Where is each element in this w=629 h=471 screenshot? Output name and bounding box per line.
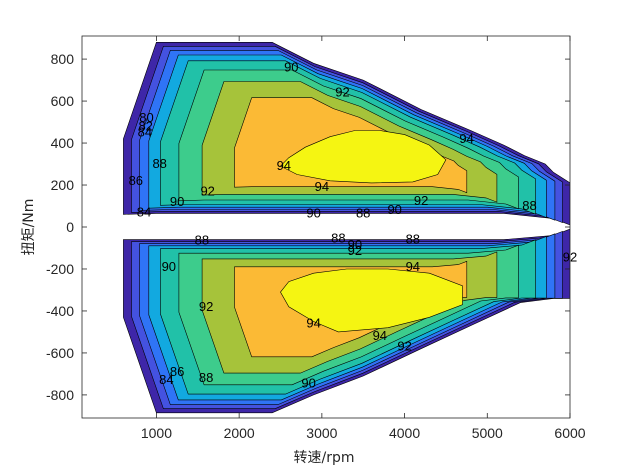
contour-label-10: 88: [152, 156, 166, 171]
contour-label-18: 88: [195, 233, 209, 248]
contour-label-21: 88: [406, 232, 420, 247]
y-tick-label: 600: [51, 93, 75, 109]
contour-label-27: 94: [373, 328, 387, 343]
contour-label-3: 94: [277, 158, 291, 173]
x-tick-label: 1000: [141, 425, 172, 441]
contour-label-26: 94: [306, 316, 320, 331]
contour-label-15: 84: [137, 204, 151, 219]
contour-label-28: 92: [397, 339, 411, 354]
x-tick-label: 4000: [389, 425, 420, 441]
contour-label-0: 90: [284, 60, 298, 75]
contour-label-4: 94: [315, 179, 329, 194]
y-tick-label: -400: [46, 303, 74, 319]
x-tick-label: 3000: [306, 425, 337, 441]
contour-label-20: 90: [348, 237, 362, 252]
contour-label-32: 90: [301, 375, 315, 390]
contour-label-11: 86: [129, 173, 143, 188]
contour-label-13: 82: [138, 118, 152, 133]
contour-label-31: 84: [159, 372, 173, 387]
contour-label-14: 80: [139, 110, 153, 125]
contour-label-23: 90: [162, 259, 176, 274]
contour-label-12: 84: [138, 125, 152, 140]
y-axis-label: 扭矩/Nm: [21, 199, 37, 256]
contour-label-17: 88: [356, 205, 370, 220]
y-tick-label: -800: [46, 387, 74, 403]
contour-label-1: 92: [335, 85, 349, 100]
contour-regions: [123, 42, 570, 414]
contour-label-6: 90: [170, 194, 184, 209]
contour-label-8: 90: [387, 202, 401, 217]
x-axis-label: 转速/rpm: [294, 450, 355, 466]
y-tick-label: -600: [46, 345, 74, 361]
contour-band-motoring-peak: [279, 130, 447, 184]
contour-label-29: 88: [199, 370, 213, 385]
contour-label-30: 86: [170, 364, 184, 379]
y-tick-label: 0: [66, 219, 74, 235]
x-tick-label: 2000: [224, 425, 255, 441]
y-tick-label: 200: [51, 177, 75, 193]
contour-label-5: 92: [200, 183, 214, 198]
contour-label-24: 94: [406, 259, 420, 274]
x-tick-label: 6000: [554, 425, 585, 441]
contour-label-2: 94: [459, 131, 473, 146]
y-tick-label: 800: [51, 51, 75, 67]
x-tick-label: 5000: [472, 425, 503, 441]
contour-label-19: 88: [331, 231, 345, 246]
y-tick-label: 400: [51, 135, 75, 151]
contour-label-16: 90: [306, 205, 320, 220]
contour-label-7: 92: [414, 193, 428, 208]
y-tick-label: -200: [46, 261, 74, 277]
contour-label-9: 88: [522, 198, 536, 213]
x-axis: 1000 2000 3000 4000 5000 6000: [141, 36, 586, 441]
contour-label-25: 92: [199, 299, 213, 314]
contour-band-generating-peak: [280, 268, 463, 333]
contour-label-22: 92: [348, 243, 362, 258]
y-axis: -800 -600 -400 -200 0 200 400 600 800: [46, 51, 570, 403]
